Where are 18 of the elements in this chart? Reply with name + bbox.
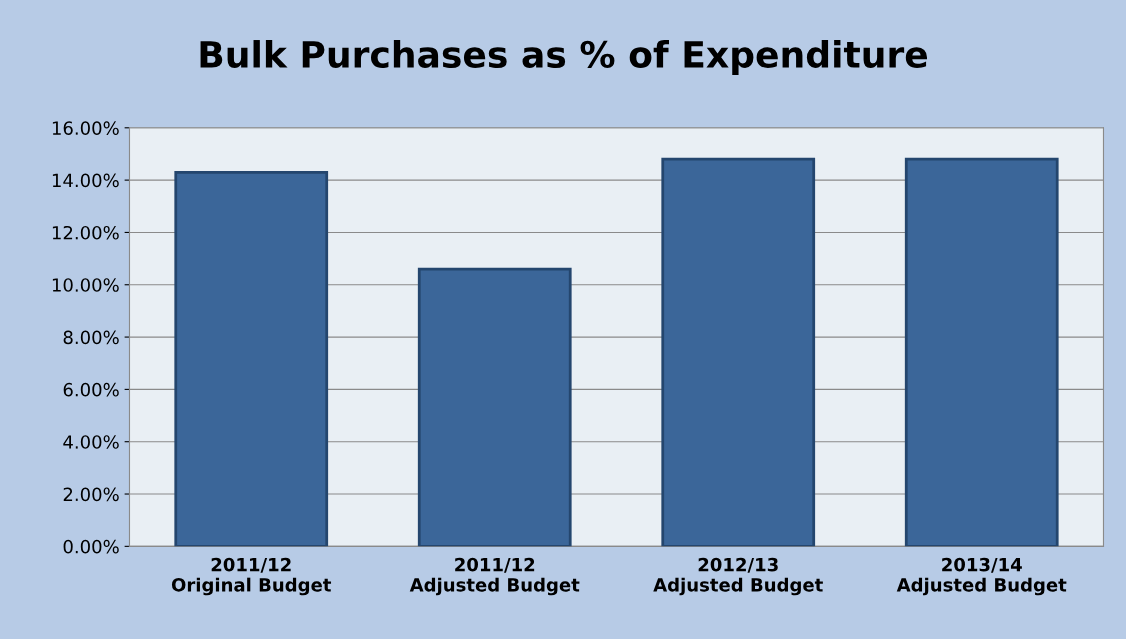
bar	[904, 157, 1059, 547]
y-tick-label: 0.00%	[63, 539, 119, 554]
x-tick-label: 2013/14 Adjusted Budget	[896, 557, 1067, 596]
y-tick-label: 8.00%	[63, 330, 119, 345]
y-tick-label: 14.00%	[52, 173, 119, 188]
x-tick-label: 2011/12 Adjusted Budget	[409, 557, 580, 596]
bar	[661, 157, 816, 547]
bar	[417, 267, 572, 547]
chart-title: Bulk Purchases as % of Expenditure	[200, 40, 928, 75]
y-tick-label: 6.00%	[63, 382, 119, 397]
bar	[174, 170, 329, 547]
y-tick-label: 2.00%	[63, 487, 119, 502]
y-tick-label: 10.00%	[52, 278, 119, 292]
y-tick-label: 16.00%	[52, 121, 119, 135]
y-tick-label: 4.00%	[63, 435, 119, 449]
x-tick-label: 2011/12 Original Budget	[171, 557, 332, 596]
x-tick-label: 2012/13 Adjusted Budget	[653, 557, 823, 596]
y-tick-label: 12.00%	[52, 225, 119, 240]
